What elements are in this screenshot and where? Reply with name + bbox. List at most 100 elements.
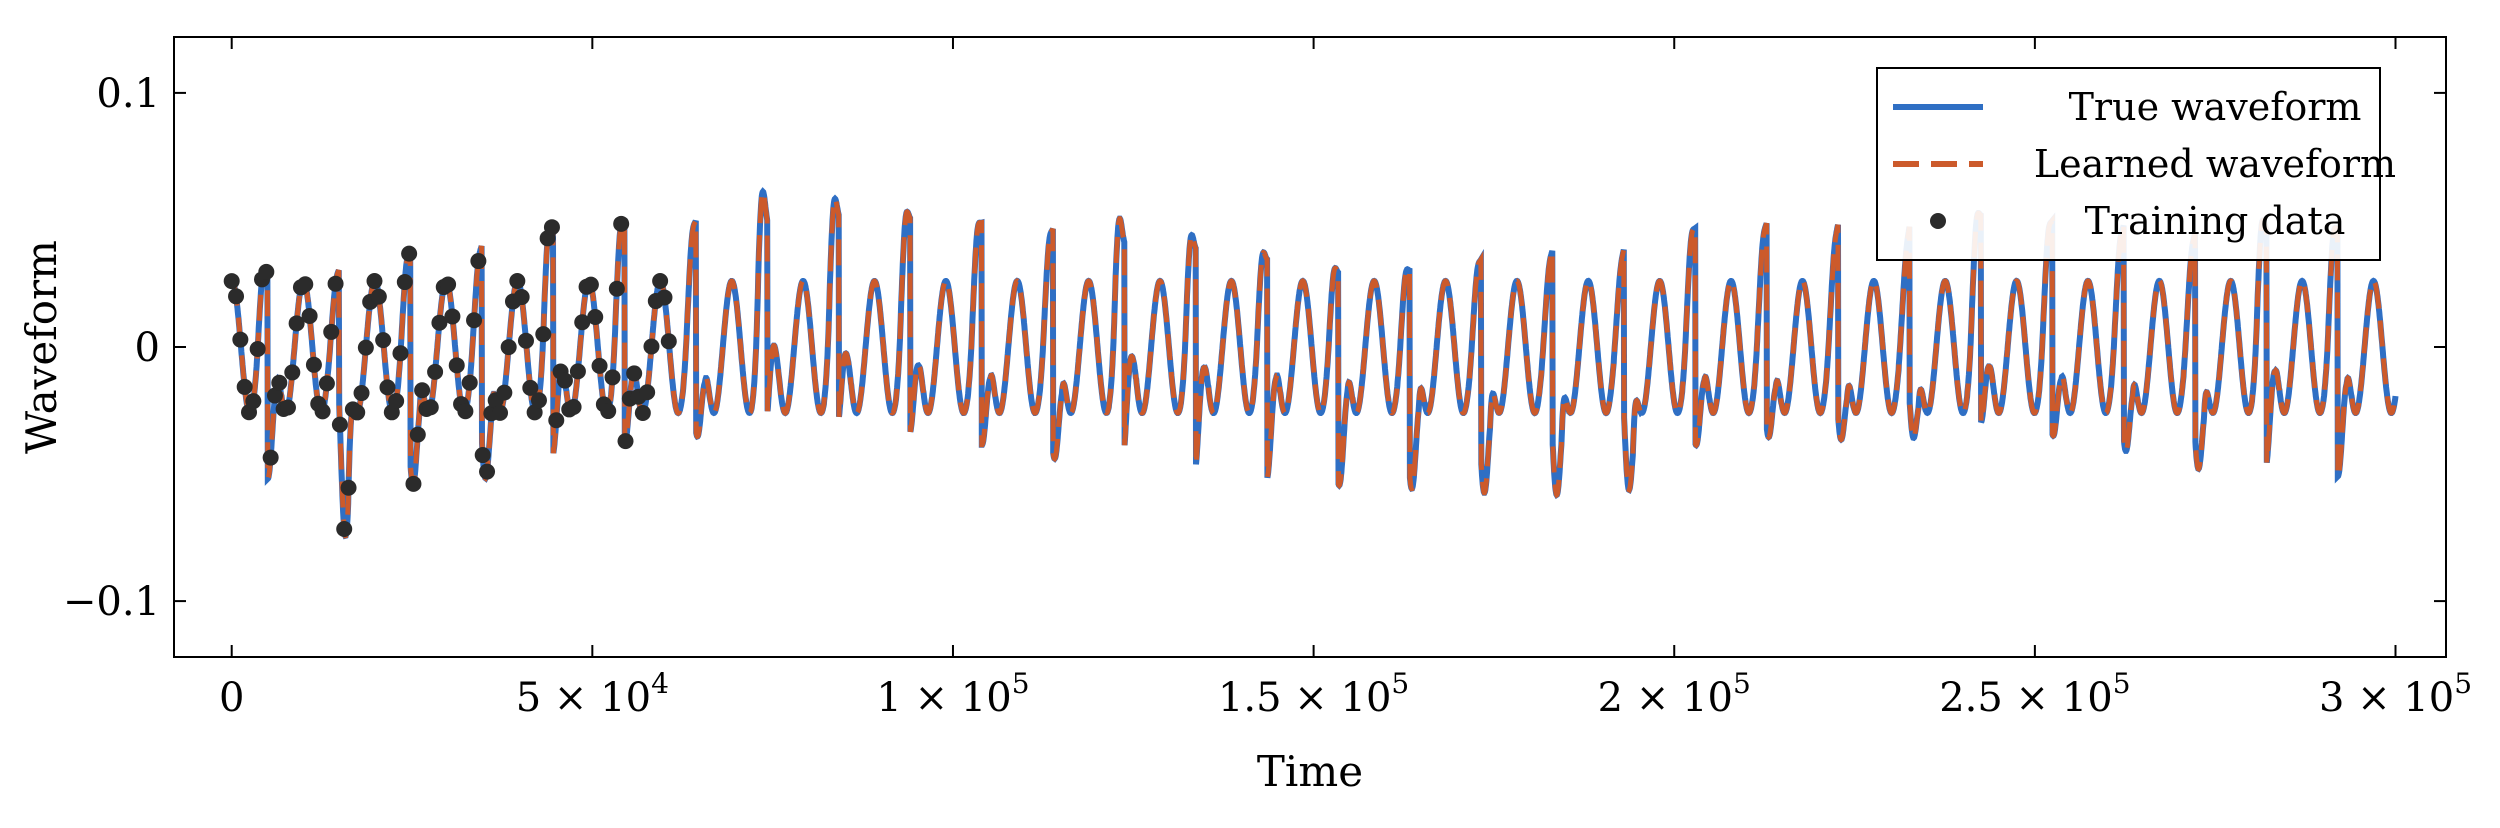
training-data-point (236, 378, 253, 395)
training-data-point (569, 363, 586, 380)
training-data-point (535, 326, 552, 343)
training-data-point (496, 384, 513, 401)
training-data-point (284, 364, 301, 381)
training-data-point (349, 404, 366, 421)
training-data-point (422, 399, 439, 416)
training-data-point (223, 273, 240, 290)
x-tick-label: 0 (219, 675, 244, 721)
training-data-point (543, 219, 560, 236)
training-data-point (643, 338, 660, 355)
training-data-point (600, 403, 617, 420)
training-data-point (340, 479, 357, 496)
training-data-point (245, 393, 262, 410)
training-data-point (431, 314, 448, 331)
training-data-point (440, 276, 457, 293)
training-data-point (457, 403, 474, 420)
training-data-point (279, 399, 296, 416)
training-data-point (305, 356, 322, 373)
training-data-point (604, 369, 621, 386)
training-data-point (323, 323, 340, 340)
training-data-point (591, 357, 608, 374)
training-data-point (414, 382, 431, 399)
training-data-point (530, 392, 547, 409)
training-data-point (301, 307, 318, 324)
legend-swatch-training-data (1930, 213, 1946, 229)
training-data-point (232, 331, 249, 348)
training-data-point (357, 339, 374, 356)
x-tick-label: 1.5 × 105 (1218, 667, 1409, 721)
training-data-point (656, 289, 673, 306)
training-data-point (613, 215, 630, 232)
training-data-point (249, 341, 266, 358)
training-data-point (461, 374, 478, 391)
training-data-point (427, 363, 444, 380)
training-data-point (608, 280, 625, 297)
training-data-point (474, 447, 491, 464)
training-data-point (409, 426, 426, 443)
training-data-point (262, 449, 279, 466)
training-data-point (634, 404, 651, 421)
plot-layer (223, 187, 2399, 540)
training-data-point (517, 332, 534, 349)
training-data-point (401, 245, 418, 262)
training-data-point (626, 365, 643, 382)
training-data-point (314, 403, 331, 420)
series-training-data (223, 215, 677, 537)
training-data-point (288, 315, 305, 332)
training-data-point (470, 253, 487, 270)
training-data-point (660, 333, 677, 350)
training-data-point (266, 387, 283, 404)
training-data-point (396, 274, 413, 291)
training-data-point (228, 288, 245, 305)
y-tick-label: 0.1 (96, 71, 160, 117)
x-tick-label: 2 × 105 (1598, 667, 1751, 721)
x-tick-label: 1 × 105 (876, 667, 1029, 721)
y-tick-label: 0 (135, 325, 160, 371)
training-data-point (448, 357, 465, 374)
training-data-point (331, 416, 348, 433)
training-data-point (327, 275, 344, 292)
y-tick-label: −0.1 (63, 579, 160, 625)
training-data-point (466, 312, 483, 329)
x-tick-label: 3 × 105 (2319, 667, 2472, 721)
training-data-point (500, 339, 517, 356)
training-data-point (336, 520, 353, 537)
training-data-point (617, 433, 634, 450)
training-data-point (479, 463, 496, 480)
training-data-point (556, 372, 573, 389)
training-data-point (582, 276, 599, 293)
training-data-point (522, 379, 539, 396)
legend: True waveform Learned waveform Training … (1876, 67, 2396, 261)
training-data-point (652, 272, 669, 289)
training-data-point (370, 288, 387, 305)
x-tick-label: 2.5 × 105 (1939, 667, 2130, 721)
x-tick-label: 5 × 104 (516, 667, 669, 721)
training-data-point (379, 379, 396, 396)
training-data-point (366, 273, 383, 290)
training-data-point (444, 308, 461, 325)
training-data-point (353, 385, 370, 402)
training-data-point (318, 375, 335, 392)
training-data-point (271, 374, 288, 391)
training-data-point (526, 404, 543, 421)
training-data-point (375, 332, 392, 349)
training-data-point (492, 404, 509, 421)
training-data-point (587, 308, 604, 325)
training-data-point (388, 393, 405, 410)
training-data-point (297, 276, 314, 293)
legend-box (1876, 67, 2381, 261)
y-axis-title: Waveform (17, 240, 66, 454)
legend-label-training-data: Training data (2085, 199, 2346, 243)
legend-label-true-waveform: True waveform (2069, 85, 2362, 129)
training-data-point (392, 345, 409, 362)
x-axis-title: Time (1257, 747, 1363, 796)
ticks-layer: 0 5 × 104 1 × 105 1.5 × 105 2 × 105 2.5 × 105… (63, 37, 2472, 721)
legend-label-learned-waveform: Learned waveform (2034, 142, 2396, 186)
training-data-point (574, 314, 591, 331)
training-data-point (565, 399, 582, 416)
training-data-point (509, 273, 526, 290)
training-data-point (513, 289, 530, 306)
training-data-point (639, 384, 656, 401)
training-data-point (258, 263, 275, 280)
